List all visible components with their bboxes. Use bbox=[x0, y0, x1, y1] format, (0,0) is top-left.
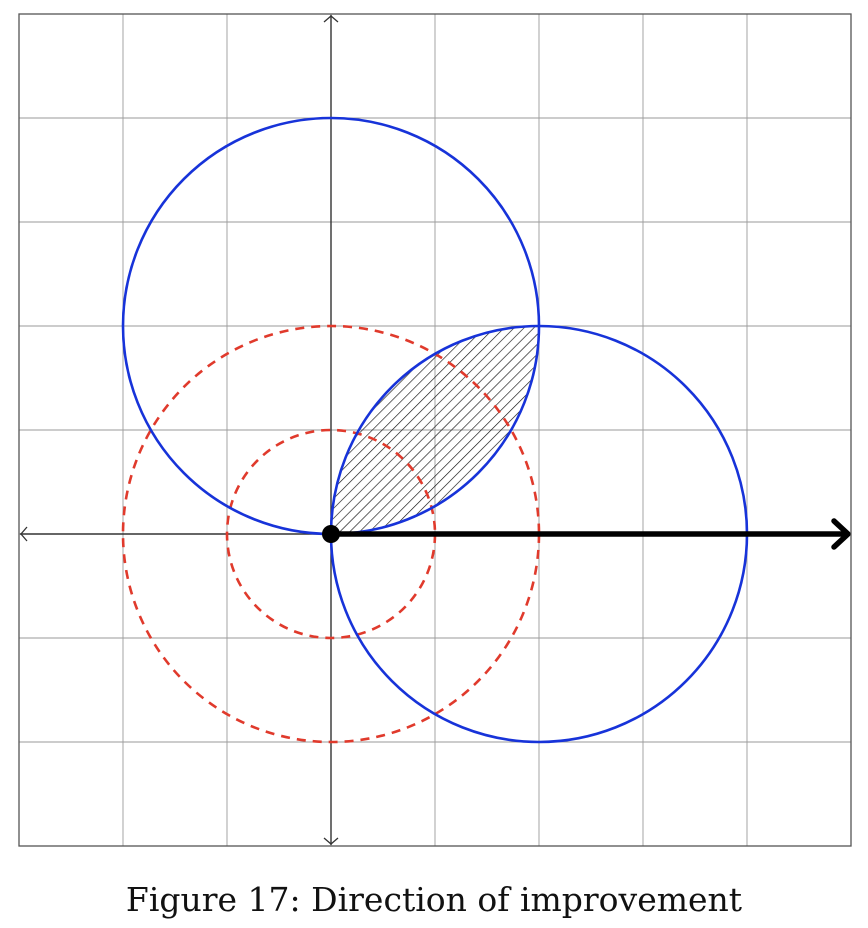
figure-diagram bbox=[18, 13, 852, 847]
improvement-direction bbox=[322, 518, 851, 550]
direction-arrow-head bbox=[831, 518, 851, 550]
origin-point bbox=[322, 525, 340, 543]
hatched-region bbox=[331, 326, 539, 534]
hatched-intersection bbox=[331, 326, 539, 534]
x-axis-arrow-left bbox=[20, 526, 28, 542]
y-axis-arrow-bottom bbox=[323, 837, 339, 845]
y-axis-arrow-top bbox=[323, 15, 339, 23]
plot-frame bbox=[18, 13, 852, 847]
figure-caption: Figure 17: Direction of improvement bbox=[125, 880, 743, 919]
